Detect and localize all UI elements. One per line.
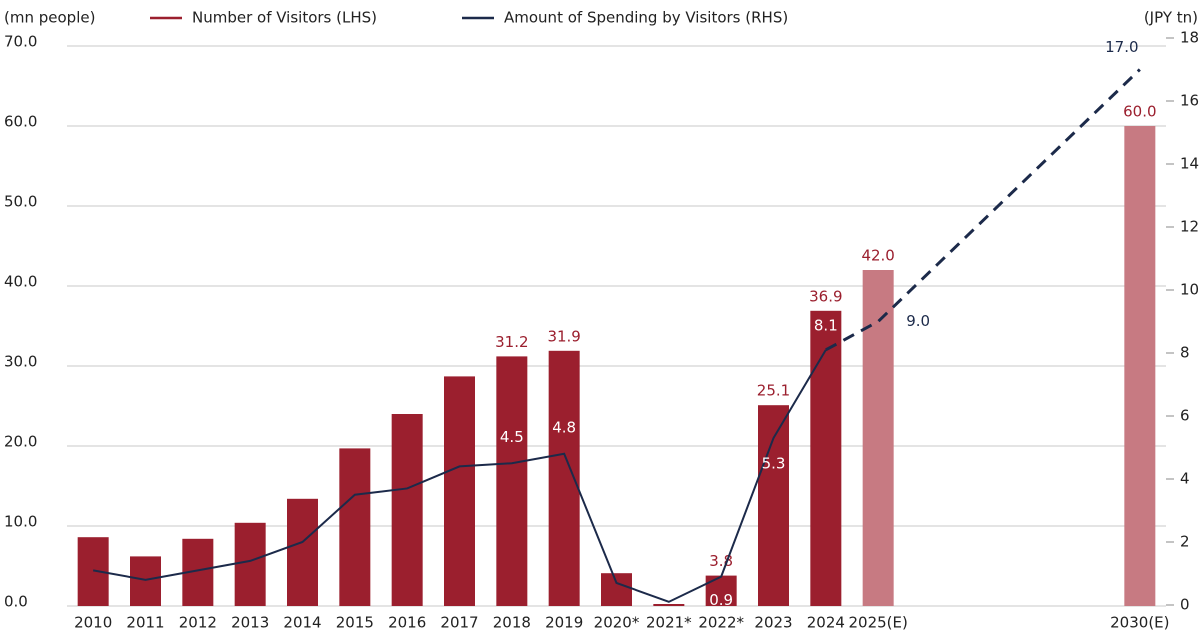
y-tick-label: 0.0: [4, 593, 28, 611]
bar: [653, 604, 685, 606]
y2-tick-label: 18: [1180, 29, 1199, 47]
y2-axis-label: (JPY tn): [1144, 9, 1198, 27]
x-tick-label: 2011: [126, 614, 164, 632]
line-value-label: 5.3: [762, 455, 786, 473]
y-tick-label: 30.0: [4, 353, 37, 371]
y2-tick-label: 4: [1180, 470, 1190, 488]
bar: [444, 376, 475, 606]
line-value-label: 17.0: [1105, 38, 1138, 56]
y-tick-label: 20.0: [4, 433, 37, 451]
bar-value-label: 25.1: [757, 382, 790, 400]
bar-value-label: 31.9: [547, 327, 580, 345]
bar-value-label: 60.0: [1123, 103, 1156, 121]
x-tick-label: 2015: [336, 614, 374, 632]
y-tick-label: 10.0: [4, 513, 37, 531]
bar: [391, 414, 423, 606]
bar: [287, 498, 318, 606]
x-tick-label: 2022*: [698, 614, 744, 632]
y2-tick-label: 12: [1180, 218, 1199, 236]
line-value-label: 4.8: [552, 418, 576, 436]
x-tick-label: 2030(E): [1110, 614, 1169, 632]
y2-tick-label: 14: [1180, 155, 1199, 173]
bar: [496, 356, 528, 606]
y-axis-label: (mn people): [4, 9, 95, 27]
x-tick-label: 2013: [231, 614, 269, 632]
bar: [1124, 126, 1156, 606]
y-tick-label: 60.0: [4, 113, 37, 131]
x-tick-label: 2014: [283, 614, 321, 632]
y2-tick-label: 2: [1180, 533, 1190, 551]
x-tick-label: 2023: [754, 614, 792, 632]
y2-tick-label: 0: [1180, 596, 1190, 614]
y2-tick-label: 10: [1180, 281, 1199, 299]
x-tick-label: 2020*: [594, 614, 640, 632]
bar-value-label: 36.9: [809, 287, 842, 305]
y-tick-label: 40.0: [4, 273, 37, 291]
bar-value-label: 31.2: [495, 333, 528, 351]
line-estimate: [825, 68, 1141, 352]
x-tick-label: 2021*: [646, 614, 692, 632]
y2-tick-label: 16: [1180, 92, 1199, 110]
legend-label: Number of Visitors (LHS): [192, 9, 377, 27]
line-value-label: 0.9: [709, 591, 733, 609]
x-tick-label: 2016: [388, 614, 426, 632]
x-tick-label: 2025(E): [848, 614, 907, 632]
bar: [601, 573, 632, 606]
line: [92, 349, 827, 603]
y2-tick-label: 8: [1180, 344, 1190, 362]
y2-tick-label: 6: [1180, 407, 1190, 425]
x-tick-label: 2024: [807, 614, 845, 632]
bar: [339, 448, 371, 606]
x-tick-label: 2019: [545, 614, 583, 632]
x-tick-label: 2010: [74, 614, 112, 632]
bar: [758, 405, 789, 606]
bar: [810, 310, 842, 606]
legend-label: Amount of Spending by Visitors (RHS): [504, 9, 788, 27]
y-tick-label: 50.0: [4, 193, 37, 211]
bar-value-label: 42.0: [861, 247, 894, 265]
y-tick-label: 70.0: [4, 33, 37, 51]
bar: [130, 556, 161, 606]
x-tick-label: 2018: [493, 614, 531, 632]
bar-value-label: 3.8: [709, 552, 733, 570]
x-tick-label: 2017: [440, 614, 478, 632]
line-value-label: 4.5: [500, 428, 524, 446]
bar: [234, 522, 266, 606]
x-tick-label: 2012: [179, 614, 217, 632]
line-value-label: 8.1: [814, 316, 838, 334]
line-value-label: 9.0: [906, 312, 930, 330]
